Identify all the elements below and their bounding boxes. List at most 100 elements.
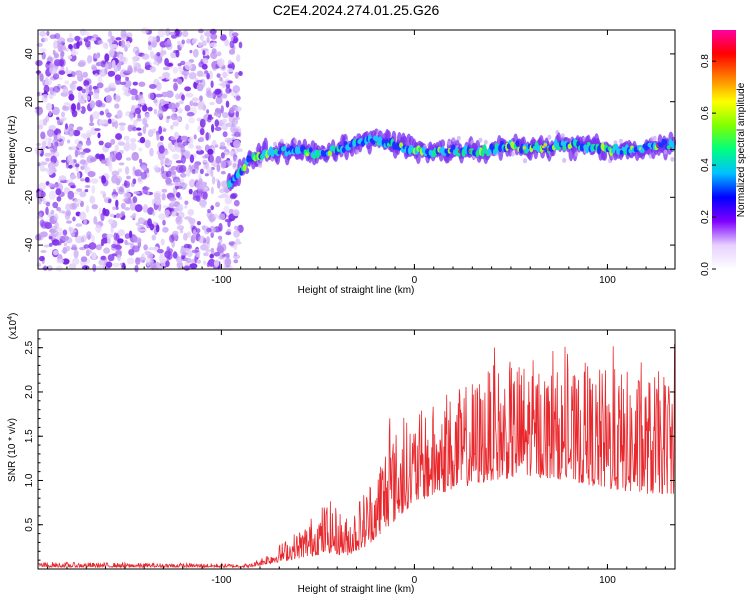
noise-blob: [43, 244, 51, 248]
noise-blob: [219, 141, 226, 149]
signal-core: [451, 144, 456, 150]
noise-blob: [95, 153, 101, 159]
noise-blob: [191, 38, 197, 45]
signal-fringe: [510, 151, 515, 157]
noise-blob: [130, 88, 138, 96]
noise-blob: [235, 110, 239, 118]
noise-blob: [189, 263, 198, 269]
noise-blob: [62, 105, 67, 110]
noise-blob: [201, 40, 207, 47]
snr-frame: [37, 329, 676, 570]
noise-blob: [132, 235, 138, 243]
noise-blob: [125, 166, 130, 175]
noise-blob: [108, 30, 113, 38]
noise-blob: [35, 60, 43, 67]
noise-blob: [159, 259, 166, 263]
noise-blob: [168, 142, 173, 151]
noise-blob: [164, 209, 170, 217]
noise-blob: [162, 66, 170, 71]
noise-blob: [232, 128, 240, 132]
noise-blob: [195, 169, 199, 174]
noise-blob: [120, 202, 126, 209]
noise-blob: [76, 126, 83, 131]
spectrogram-x-tick-label: -100: [211, 275, 231, 286]
noise-blob: [204, 70, 209, 75]
noise-blob: [116, 109, 123, 119]
noise-blob: [165, 90, 174, 98]
colorbar-tick-label: 0.2: [700, 210, 711, 224]
noise-blob: [80, 159, 86, 165]
noise-blob: [235, 95, 241, 101]
noise-blob: [176, 203, 184, 212]
noise-blob: [56, 196, 62, 202]
noise-blob: [210, 80, 214, 88]
noise-blob: [71, 109, 78, 118]
spectrogram-x-axis: -100 0 100: [47, 30, 666, 286]
noise-blob: [120, 211, 125, 217]
snr-x-tick-label: -100: [211, 575, 231, 586]
noise-blob: [238, 41, 243, 49]
signal-fringe: [483, 139, 488, 145]
signal-core: [282, 146, 287, 151]
noise-blob: [224, 257, 232, 266]
noise-blob: [118, 53, 124, 62]
noise-blob: [53, 213, 59, 222]
noise-blob: [138, 147, 143, 152]
chart-title: C2E4.2024.274.01.25.G26: [273, 2, 440, 18]
noise-blob: [157, 108, 164, 117]
noise-blob: [61, 235, 69, 242]
snr-y-tick-label: 1.0: [24, 473, 35, 487]
noise-blob: [220, 152, 225, 159]
noise-blob: [132, 245, 140, 253]
noise-blob: [234, 71, 239, 79]
noise-blob: [149, 66, 156, 73]
noise-blob: [200, 73, 209, 77]
noise-blob: [79, 191, 87, 198]
noise-blob: [89, 157, 97, 162]
signal-fringe: [232, 162, 237, 168]
noise-blob: [199, 95, 203, 102]
signal-peak: [522, 146, 527, 150]
noise-blob: [47, 141, 52, 148]
snr-y-label: SNR (10 * v/v): [7, 418, 18, 482]
noise-blob: [126, 175, 131, 180]
noise-blob: [228, 49, 236, 55]
noise-blob: [41, 141, 47, 149]
noise-blob: [85, 205, 90, 213]
noise-blob: [152, 211, 156, 216]
noise-blob: [68, 226, 72, 232]
noise-blob: [170, 113, 178, 121]
spectrogram-panel: -100 0 100 -40 -20 0 20 40 Height of straight …: [7, 27, 677, 296]
noise-blob: [53, 59, 62, 67]
noise-blob: [205, 132, 209, 141]
noise-blob: [168, 102, 176, 110]
noise-blob: [169, 234, 175, 243]
signal-fringe: [355, 149, 360, 155]
noise-blob: [70, 229, 77, 233]
snr-x-tick-label: 0: [412, 575, 418, 586]
noise-blob: [65, 123, 68, 130]
noise-blob: [100, 190, 106, 195]
noise-blob: [112, 206, 117, 211]
noise-blob: [206, 73, 210, 80]
noise-blob: [119, 125, 125, 132]
noise-blob: [67, 139, 71, 144]
noise-blob: [57, 37, 66, 44]
noise-blob: [133, 119, 138, 127]
noise-blob: [162, 72, 171, 79]
noise-blob: [96, 265, 105, 270]
noise-blob: [135, 94, 139, 101]
noise-blob: [166, 115, 171, 120]
noise-blob: [181, 94, 185, 101]
noise-blob: [126, 257, 135, 265]
noise-blob: [132, 166, 136, 173]
noise-blob: [80, 151, 86, 155]
snr-y-axis: 0.5 1.0 1.5 2.0 2.5: [24, 338, 675, 561]
noise-blob: [68, 93, 75, 101]
noise-blob: [196, 259, 201, 264]
noise-blob: [102, 42, 108, 49]
noise-blob: [229, 194, 237, 200]
noise-blob: [233, 230, 241, 238]
noise-blob: [226, 68, 234, 73]
noise-blob: [108, 198, 112, 204]
